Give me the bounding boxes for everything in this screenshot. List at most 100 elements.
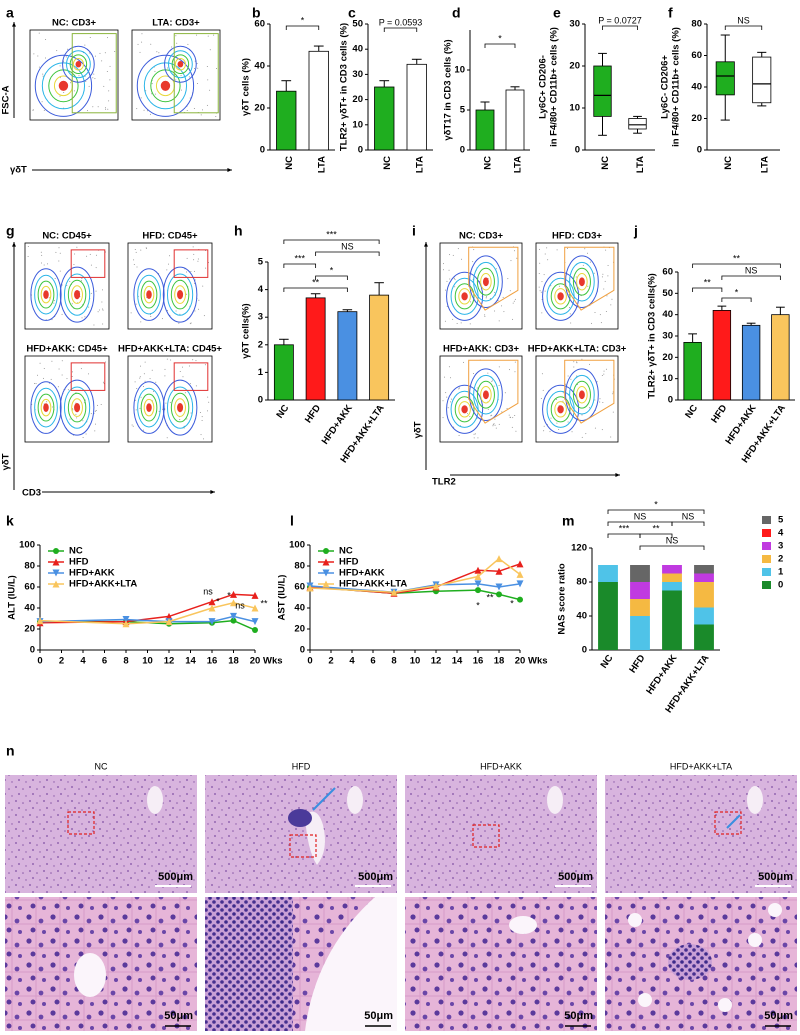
flow-event	[193, 270, 195, 272]
flow-event	[71, 303, 73, 305]
legend-label: 2	[778, 554, 783, 565]
x-tick-label: LTA	[414, 156, 425, 173]
significance-bracket	[602, 25, 638, 30]
flow-event	[139, 377, 141, 379]
flow-event	[151, 369, 153, 371]
legend-label: HFD	[339, 557, 359, 568]
x-tick-label: 14	[185, 656, 196, 667]
flow-event	[458, 387, 460, 389]
flow-gate	[564, 246, 615, 311]
flow-event	[512, 417, 514, 419]
flow-event	[589, 261, 591, 263]
flow-event	[564, 383, 566, 385]
flow-event	[197, 258, 199, 260]
significance-bracket	[285, 25, 320, 30]
flow-event	[186, 418, 188, 420]
histology-image	[205, 775, 397, 893]
x-tick-label: 8	[123, 656, 128, 667]
flow-event	[442, 417, 444, 419]
legend-label: HFD+AKK	[69, 568, 115, 579]
y-tick-label: 40	[294, 603, 305, 614]
marker	[516, 580, 524, 588]
flow-event	[511, 426, 513, 428]
y-tick-label: 30	[662, 331, 673, 342]
flow-contour	[168, 50, 193, 79]
significance-label: **	[704, 277, 712, 287]
y-axis-label: γδT cells (%)	[241, 58, 252, 116]
y-tick-label: 10	[662, 373, 673, 384]
flow-event	[150, 316, 152, 318]
flow-event	[544, 253, 546, 255]
y-axis-label: AST (IU/L)	[277, 575, 288, 621]
flow-event	[196, 62, 198, 64]
flow-event	[167, 67, 169, 69]
flow-event	[610, 304, 612, 306]
flow-event	[207, 35, 209, 37]
y-tick-label: 100	[289, 540, 305, 551]
flow-event	[603, 370, 605, 372]
flow-contour	[162, 266, 198, 323]
flow-event	[582, 264, 584, 266]
flow-event	[83, 402, 85, 404]
flow-event	[140, 396, 142, 398]
flow-event	[501, 305, 503, 307]
flow-event	[93, 324, 95, 326]
significance-label: *	[735, 287, 739, 297]
flow-contour	[74, 289, 81, 300]
flow-event	[97, 311, 99, 313]
flow-gate	[173, 249, 209, 278]
flow-event	[85, 433, 87, 435]
flow-event	[466, 413, 468, 415]
flow-contour	[166, 386, 194, 429]
bar-segment	[630, 565, 650, 582]
x-tick-label: NC	[683, 403, 700, 421]
flow-title: NC: CD3+	[52, 18, 97, 29]
flow-event	[512, 318, 514, 320]
flow-event	[208, 401, 210, 403]
flow-event	[192, 359, 194, 361]
flow-contour	[146, 290, 152, 299]
flow-event	[445, 289, 447, 291]
flow-contour	[66, 50, 91, 79]
flow-event	[43, 367, 45, 369]
x-tick-label: 4	[349, 656, 355, 667]
significance-bracket	[283, 263, 317, 268]
flow-event	[458, 388, 460, 390]
flow-event	[585, 433, 587, 435]
x-tick-label: NC	[600, 156, 611, 170]
flow-contour	[569, 261, 595, 302]
x-tick-label: NC	[483, 156, 494, 170]
y-tick-label: 40	[352, 44, 363, 55]
flow-event	[69, 280, 71, 282]
flow-event	[193, 259, 195, 261]
flow-contour	[572, 267, 591, 296]
bar	[305, 297, 326, 401]
y-tick-label: 20	[24, 624, 35, 635]
flow-event	[131, 424, 133, 426]
flow-event	[612, 393, 614, 395]
flow-title: HFD: CD3+	[552, 231, 602, 242]
significance-label: NS	[682, 511, 695, 521]
flow-contour	[446, 271, 484, 321]
flow-contour	[446, 384, 484, 434]
vessel	[747, 786, 763, 814]
flow-event	[186, 109, 188, 111]
legend-swatch	[762, 568, 771, 576]
flow-event	[164, 368, 166, 370]
flow-event	[59, 77, 61, 79]
flow-event	[186, 271, 188, 273]
flow-event	[477, 437, 479, 439]
flow-event	[594, 399, 596, 401]
flow-contour	[133, 268, 165, 321]
flow-event	[206, 65, 208, 67]
flow-event	[90, 264, 92, 266]
panel-letter: c	[348, 5, 356, 21]
flow-event	[66, 285, 68, 287]
flow-event	[42, 75, 44, 77]
flow-event	[143, 373, 145, 375]
flow-event	[604, 280, 606, 282]
flow-event	[59, 65, 61, 67]
y-axis-label: in F4/80+ CD11b+ cells (%)	[549, 27, 560, 147]
marker	[208, 604, 216, 612]
flow-event	[541, 281, 543, 283]
